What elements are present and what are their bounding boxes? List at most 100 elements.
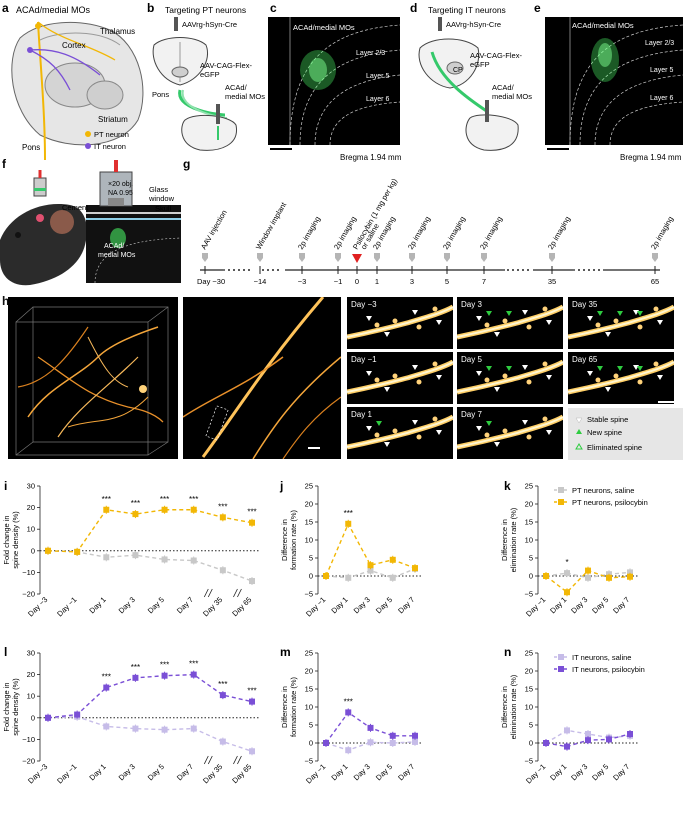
new-spine-icon xyxy=(617,366,623,371)
stable-spine-icon xyxy=(384,387,390,392)
stable-spine-icon xyxy=(436,320,442,325)
y-tick-label: 0 xyxy=(529,739,533,748)
y-tick-label: 0 xyxy=(309,572,313,581)
timeline-event-label: 2p imaging xyxy=(406,215,432,251)
panel-b-virus-bottom-2: eGFP xyxy=(200,70,220,79)
significance-label: *** xyxy=(131,499,140,508)
x-tick-label: Day 65 xyxy=(230,595,253,618)
legend-entry: PT neurons, psilocybin xyxy=(572,498,648,507)
chart-panel-l: l −20 −10 0 10 20 30 Fold change in spine densit… xyxy=(2,645,260,785)
stable-spine-icon xyxy=(384,332,390,337)
imaging-marker-icon xyxy=(444,253,450,262)
y-tick-label: −5 xyxy=(524,757,533,766)
data-point xyxy=(219,738,226,745)
panel-d-virus-bottom-2: eGFP xyxy=(470,60,490,69)
timeline-event-label: 2p imaging xyxy=(649,215,675,251)
x-tick-label: Day 65 xyxy=(230,762,253,785)
x-tick-label: Day −1 xyxy=(55,595,78,618)
data-point xyxy=(323,740,329,746)
stable-spine-icon xyxy=(546,320,552,325)
y-axis-label: Fold change in xyxy=(2,515,11,564)
y-tick-label: 5 xyxy=(529,554,533,563)
timeline-event-label: Window implant xyxy=(254,200,289,251)
significance-label: *** xyxy=(344,697,353,706)
stable-spine-icon xyxy=(575,417,583,424)
data-point xyxy=(606,736,612,743)
chart-panel-k: k −5 0 5 10 15 20 25 Difference in elimination ra… xyxy=(500,479,648,618)
data-point xyxy=(389,732,396,739)
legend-entry: IT neurons, saline xyxy=(572,653,631,662)
new-spine-icon xyxy=(597,311,603,316)
x-tick-label: Day 7 xyxy=(175,762,195,782)
x-tick-label: Day −3 xyxy=(26,595,49,618)
x-tick-label: Day 3 xyxy=(569,762,589,782)
panel-a-legend-it-icon xyxy=(85,143,91,149)
panel-c-region: ACAd/medial MOs xyxy=(293,23,355,32)
data-point xyxy=(132,511,139,518)
data-point xyxy=(389,556,396,563)
y-tick-label: 15 xyxy=(305,685,313,694)
stable-spine-icon xyxy=(476,426,482,431)
eliminated-spine-icon xyxy=(575,443,583,450)
spine-tile-day-label: Day −3 xyxy=(351,300,377,309)
stable-spine-icon xyxy=(605,332,611,337)
axis-break-icon xyxy=(203,588,213,598)
y-tick-label: −5 xyxy=(304,757,313,766)
timeline-day-label: 3 xyxy=(410,277,414,286)
timeline-day-label: −14 xyxy=(254,277,267,286)
panel-letter-f: f xyxy=(2,157,7,171)
y-tick-label: 0 xyxy=(529,572,533,581)
series-line xyxy=(47,716,253,752)
stable-spine-icon xyxy=(366,371,372,376)
chart-panel-m: m −5 0 5 10 15 20 25 Difference in formation rate… xyxy=(280,645,423,785)
panel-a-legend-it: IT neuron xyxy=(94,142,126,151)
y-tick-label: −20 xyxy=(22,757,35,766)
data-point xyxy=(132,674,139,681)
significance-label: *** xyxy=(189,660,198,669)
panel-letter-b: b xyxy=(147,1,154,15)
y-tick-label: 5 xyxy=(309,721,313,730)
panel-letter-l: l xyxy=(4,645,7,659)
timeline-day-label: 0 xyxy=(355,277,359,286)
significance-label: *** xyxy=(218,680,227,689)
y-tick-label: 20 xyxy=(305,667,313,676)
panel-d-virus-top: AAVrg-hSyn-Cre xyxy=(446,20,501,29)
data-point xyxy=(389,574,396,581)
x-tick-label: Day 5 xyxy=(590,595,610,615)
imaging-marker-icon xyxy=(335,253,341,262)
data-point xyxy=(161,506,168,513)
spine-tile: Day −3 xyxy=(346,297,455,349)
data-point xyxy=(190,671,197,678)
panel-a-brain-diagram xyxy=(11,21,144,161)
timeline-day-label: −1 xyxy=(334,277,343,286)
y-tick-label: 5 xyxy=(529,721,533,730)
data-point xyxy=(323,573,329,579)
new-spine-icon xyxy=(617,311,623,316)
y-axis-label: Difference in xyxy=(500,519,509,561)
x-tick-label: Day 35 xyxy=(201,762,224,785)
panel-d-title: Targeting IT neurons xyxy=(428,5,506,15)
y-tick-label: −10 xyxy=(22,568,35,577)
x-tick-label: Day 1 xyxy=(548,762,568,782)
series-line xyxy=(47,673,253,719)
y-tick-label: 0 xyxy=(31,713,35,722)
significance-label: *** xyxy=(131,663,140,672)
panel-b-schematic xyxy=(152,17,237,151)
data-point xyxy=(627,573,633,580)
panel-a-title: ACAd/medial MOs xyxy=(16,5,91,15)
stable-spine-icon xyxy=(657,320,663,325)
imaging-marker-icon xyxy=(202,253,208,262)
stable-spine-icon xyxy=(412,365,418,370)
significance-label: *** xyxy=(102,673,111,682)
new-spine-icon xyxy=(597,366,603,371)
new-spine-icon xyxy=(486,311,492,316)
panel-f-region-2: medial MOs xyxy=(98,252,136,259)
axis-break-icon xyxy=(233,588,242,598)
new-spine-icon xyxy=(637,311,643,316)
stable-spine-icon xyxy=(587,371,593,376)
significance-label: *** xyxy=(102,495,111,504)
spine-tile: Day 35 xyxy=(567,297,676,349)
significance-label: *** xyxy=(247,687,256,696)
spine-tile: Day 1 xyxy=(346,407,455,459)
y-axis-label: Difference in xyxy=(280,519,289,561)
